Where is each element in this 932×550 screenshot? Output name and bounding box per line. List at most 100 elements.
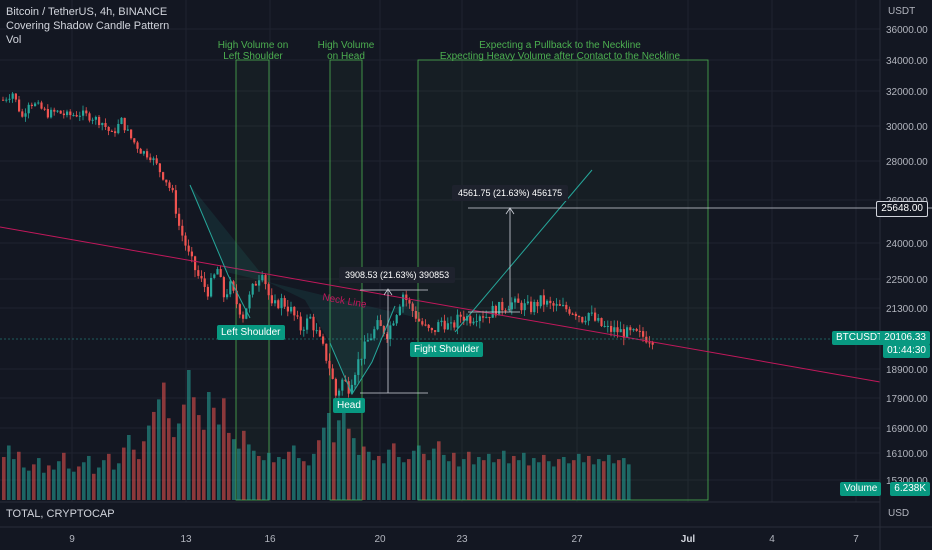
volume-bar	[622, 458, 626, 500]
candle-body	[398, 306, 401, 316]
head-line	[329, 305, 396, 396]
volume-bar	[552, 466, 556, 500]
volume-bar	[252, 450, 256, 500]
candle-body	[459, 314, 462, 317]
candle-body	[133, 138, 136, 143]
volume-value-tag: 6.238K	[890, 482, 930, 496]
candle-body	[2, 99, 5, 101]
volume-bar	[557, 459, 561, 500]
candle-body	[158, 163, 161, 173]
volume-bar	[127, 435, 131, 500]
candle-body	[453, 322, 456, 328]
candle-body	[574, 313, 577, 317]
volume-bar	[497, 459, 501, 500]
candle-body	[331, 368, 334, 379]
volume-bar	[377, 455, 381, 500]
candle-body	[568, 309, 571, 314]
candle-body	[50, 109, 53, 118]
annotation-head-volume: High Volume on Head	[317, 40, 375, 62]
price-tick-label: 16100.00	[886, 449, 928, 460]
symbol-title[interactable]: Bitcoin / TetherUS, 4h, BINANCE	[6, 6, 168, 18]
volume-indicator-title[interactable]: Vol	[6, 34, 22, 46]
candle-body	[510, 302, 513, 310]
measure-2-label: 4561.75 (21.63%) 456175	[452, 185, 569, 201]
candle-body	[24, 113, 27, 117]
volume-bar	[122, 447, 126, 500]
volume-bar	[382, 463, 386, 500]
candle-body	[629, 327, 632, 331]
candle-body	[363, 341, 366, 359]
bottom-pane-label[interactable]: TOTAL, CRYPTOCAP	[6, 508, 115, 520]
volume-bar	[442, 454, 446, 500]
candle-body	[469, 316, 472, 324]
candle-body	[494, 305, 497, 316]
candle-body	[446, 323, 449, 330]
volume-bar	[477, 457, 481, 500]
candle-body	[171, 187, 174, 191]
volume-bar	[482, 460, 486, 500]
price-tick-label: 36000.00	[886, 25, 928, 36]
candle-body	[594, 312, 597, 321]
candle-body	[392, 323, 395, 326]
currency-label: USDT	[888, 6, 916, 17]
candle-body	[507, 309, 510, 311]
volume-bar	[422, 453, 426, 500]
candle-body	[254, 283, 257, 286]
candle-body	[542, 295, 545, 305]
candle-body	[450, 322, 453, 324]
candle-body	[411, 303, 414, 311]
candle-body	[328, 360, 331, 369]
indicator-title[interactable]: Covering Shadow Candle Pattern	[6, 20, 170, 32]
candle-body	[110, 130, 113, 132]
candle-body	[43, 108, 46, 110]
candle-body	[261, 275, 264, 281]
candle-body	[498, 301, 501, 316]
volume-bar	[7, 445, 11, 500]
candle-body	[408, 300, 411, 304]
volume-bar	[267, 452, 271, 500]
candle-body	[104, 123, 107, 127]
candle-body	[405, 294, 408, 301]
volume-bar	[212, 407, 216, 500]
measure-1-label: 3908.53 (21.63%) 390853	[339, 267, 456, 283]
candle-body	[322, 336, 325, 344]
left-shoulder-label: Left Shoulder	[217, 325, 285, 340]
candle-body	[165, 179, 168, 183]
volume-bar	[87, 455, 91, 500]
candle-body	[478, 316, 481, 322]
candle-body	[414, 310, 417, 319]
volume-bar	[537, 462, 541, 500]
volume-bar	[42, 472, 46, 500]
volume-bar	[187, 370, 191, 500]
volume-bar	[12, 459, 16, 500]
volume-bar	[72, 471, 76, 500]
candle-body	[382, 326, 385, 335]
volume-bar	[392, 443, 396, 500]
price-tick-label: 21300.00	[886, 304, 928, 315]
candle-body	[440, 320, 443, 323]
volume-bar	[77, 466, 81, 500]
candle-body	[91, 119, 94, 121]
candle-body	[258, 280, 261, 286]
time-tick-label: 27	[571, 534, 583, 545]
volume-bar	[27, 470, 31, 500]
price-tick-label: 24000.00	[886, 239, 928, 250]
candle-body	[533, 301, 536, 313]
volume-bar	[192, 397, 196, 500]
candle-body	[37, 102, 40, 104]
time-axis[interactable]: 9 13 16 20 23 27 Jul 4 7	[69, 534, 859, 545]
candle-body	[174, 190, 177, 214]
volume-bar	[592, 464, 596, 500]
candle-body	[226, 294, 229, 298]
volume-bar	[447, 461, 451, 500]
volume-bar	[297, 458, 301, 500]
volume-bar	[302, 461, 306, 500]
candle-body	[341, 379, 344, 391]
volume-bar	[32, 464, 36, 500]
volume-bar	[37, 458, 41, 500]
volume-bar	[472, 464, 476, 500]
candle-body	[610, 325, 613, 332]
candle-body	[235, 290, 238, 305]
candle-body	[27, 104, 30, 114]
